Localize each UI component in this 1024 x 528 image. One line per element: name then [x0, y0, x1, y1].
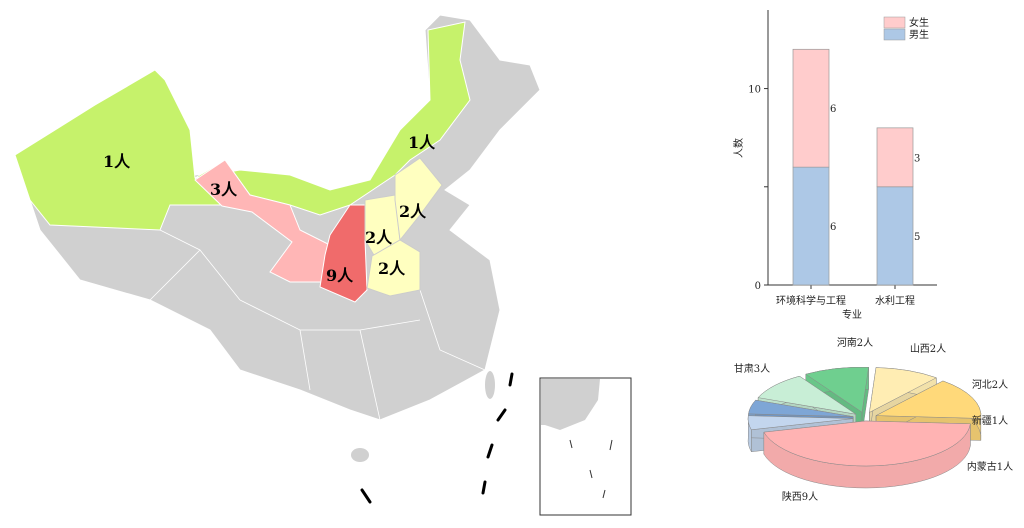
legend-swatch — [883, 28, 906, 41]
legend-swatch — [883, 16, 906, 29]
x-tick-label: 水利工程 — [875, 295, 915, 307]
map-label-0: 1人 — [103, 152, 131, 171]
x-tick-label: 环境科学与工程 — [776, 294, 846, 307]
bar-value-label: 6 — [830, 222, 836, 233]
bar-value-label: 5 — [914, 232, 920, 243]
taiwan — [485, 371, 495, 399]
x-axis-label: 专业 — [842, 308, 862, 321]
legend-label: 男生 — [909, 28, 929, 41]
y-tick-label: 0 — [755, 281, 761, 292]
pie-slice-top — [748, 399, 854, 417]
pie-label: 甘肃3人 — [734, 362, 770, 375]
map-label-2: 3人 — [210, 180, 238, 199]
map-label-3: 9人 — [326, 266, 354, 285]
pie-label: 河南2人 — [837, 336, 873, 349]
pie-slice-top — [875, 380, 982, 419]
pie-label: 陕西9人 — [782, 490, 818, 503]
south-china-sea-inset — [539, 377, 632, 516]
province-borders — [149, 229, 486, 421]
y-tick-label: 10 — [748, 85, 761, 96]
pie-slice-top — [763, 420, 971, 467]
pie-slice-top — [869, 367, 937, 413]
nine-dash-line — [360, 372, 514, 504]
bar-男生-0 — [792, 166, 830, 286]
pie-slice-top — [805, 366, 869, 413]
pie-label: 河北2人 — [972, 379, 1008, 391]
china-map: 1人 1人 3人 9人 2人 2人 2人 — [14, 14, 632, 516]
province-shaanxi — [319, 204, 371, 303]
map-label-6: 2人 — [378, 259, 406, 278]
pie-label: 山西2人 — [910, 343, 946, 355]
pie-slice-top — [747, 415, 854, 431]
legend-label: 女生 — [909, 16, 929, 29]
pie-slice-top — [757, 375, 856, 415]
map-label-1: 1人 — [408, 133, 436, 152]
bar-男生-1 — [876, 186, 914, 286]
y-axis-label: 人数 — [732, 138, 745, 158]
pie-slice-0 — [763, 420, 971, 489]
bar-女生-0 — [792, 48, 830, 168]
pie-label: 内蒙古1人 — [967, 460, 1013, 473]
map-label-4: 2人 — [365, 228, 393, 247]
bar-女生-1 — [876, 127, 914, 188]
hainan — [351, 448, 369, 462]
map-label-5: 2人 — [399, 202, 427, 221]
bar-value-label: 3 — [914, 153, 920, 164]
bar-value-label: 6 — [830, 104, 836, 115]
province-neimenggu — [194, 21, 471, 216]
pie-label: 新疆1人 — [972, 414, 1008, 427]
province-hebei — [394, 157, 443, 242]
province-henan — [366, 239, 421, 297]
